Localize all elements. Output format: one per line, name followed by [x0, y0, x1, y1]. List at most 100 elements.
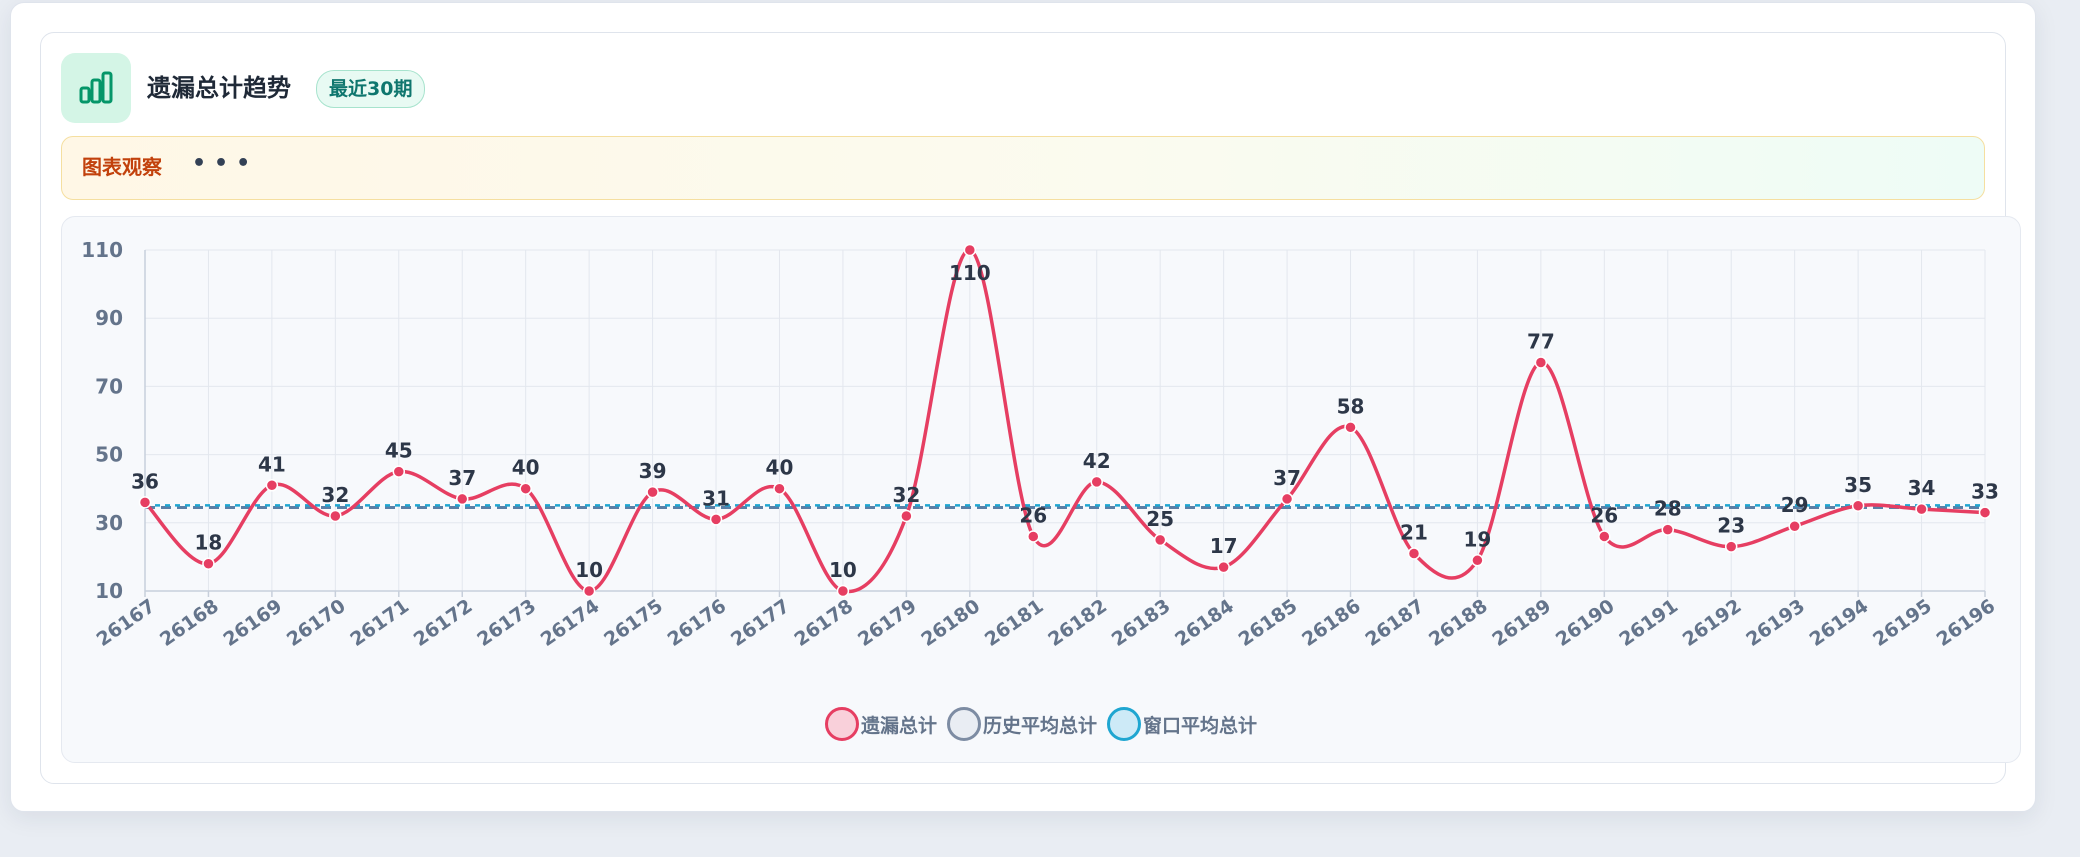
data-label: 110 — [949, 261, 991, 285]
main-series-line — [143, 248, 1986, 594]
data-label: 18 — [195, 531, 223, 555]
line-chart: 1030507090110261672616826169261702617126… — [81, 238, 2000, 651]
data-point — [1851, 499, 1865, 512]
x-tick-label: 26182 — [1044, 595, 1111, 651]
legend-item[interactable]: 窗口平均总计 — [1107, 707, 1257, 741]
x-tick-label: 26187 — [1362, 595, 1429, 651]
x-tick-label: 26181 — [981, 595, 1048, 651]
observation-bar[interactable]: 图表观察 ••• — [61, 136, 1985, 200]
x-tick-label: 26168 — [156, 595, 223, 651]
x-tick-label: 26174 — [537, 595, 604, 651]
x-tick-label: 26193 — [1742, 595, 1809, 651]
data-label: 40 — [512, 456, 540, 480]
x-tick-label: 26179 — [854, 595, 921, 651]
x-tick-label: 26183 — [1108, 595, 1175, 651]
data-label: 25 — [1146, 507, 1174, 531]
chart-card: 遗漏总计趋势 最近30期 图表观察 ••• 10 30 50 70 90 110 26167… — [40, 32, 2021, 784]
data-point — [1724, 540, 1738, 553]
x-tick-label: 26169 — [219, 595, 286, 651]
y-tick-label: 110 — [81, 238, 123, 262]
data-point — [1280, 492, 1294, 506]
data-label: 32 — [892, 483, 920, 507]
data-point — [646, 485, 659, 499]
legend-swatch — [824, 707, 859, 741]
data-label: 41 — [258, 452, 286, 476]
data-label: 32 — [321, 483, 349, 507]
x-tick-label: 26190 — [1552, 595, 1619, 651]
x-tick-label: 26170 — [283, 595, 350, 651]
data-label: 31 — [702, 486, 730, 510]
data-label: 17 — [1210, 534, 1238, 558]
x-tick-label: 26184 — [1171, 595, 1238, 651]
legend-label: 遗漏总计 — [860, 714, 937, 737]
data-label: 10 — [829, 558, 857, 582]
y-tick-label: 70 — [95, 374, 123, 398]
outer-panel: 遗漏总计趋势 最近30期 图表观察 ••• 10 30 50 70 90 110 26167… — [10, 2, 2036, 812]
data-point — [836, 584, 850, 598]
x-tick-label: 26195 — [1869, 595, 1936, 651]
data-label: 36 — [131, 469, 159, 493]
data-point — [582, 584, 596, 598]
legend-label: 历史平均总计 — [982, 714, 1097, 737]
x-tick-label: 26177 — [727, 595, 794, 651]
data-label: 37 — [448, 466, 476, 490]
data-point — [1217, 560, 1230, 574]
data-label: 35 — [1844, 473, 1872, 497]
data-label: 77 — [1527, 330, 1555, 354]
data-point — [455, 492, 469, 506]
data-point — [1534, 356, 1548, 369]
data-point — [709, 513, 723, 526]
data-label: 39 — [639, 459, 667, 483]
data-point — [1090, 475, 1103, 489]
bar-chart-icon — [61, 53, 131, 123]
data-point — [963, 243, 977, 257]
data-point — [1978, 506, 1992, 519]
more-dots-icon[interactable]: ••• — [192, 151, 259, 176]
y-tick-label: 50 — [95, 443, 123, 467]
data-label: 26 — [1590, 503, 1618, 527]
data-label: 10 — [575, 558, 603, 582]
x-tick-label: 26175 — [600, 595, 667, 651]
legend-swatch — [1107, 707, 1141, 741]
data-label: 40 — [766, 456, 794, 480]
x-tick-label: 26191 — [1615, 595, 1682, 651]
y-tick-label: 10 — [95, 579, 123, 603]
data-label: 21 — [1400, 520, 1428, 544]
data-point — [900, 509, 913, 523]
data-point — [773, 482, 786, 495]
y-tick-label: 90 — [95, 306, 123, 330]
legend-item[interactable]: 历史平均总计 — [946, 707, 1097, 741]
data-point — [202, 557, 215, 570]
period-badge: 最近30期 — [316, 70, 426, 108]
legend-label: 窗口平均总计 — [1143, 714, 1258, 737]
x-tick-label: 26167 — [93, 595, 160, 651]
page-title: 遗漏总计趋势 — [147, 74, 291, 102]
data-label: 19 — [1463, 527, 1491, 551]
x-tick-label: 26173 — [473, 595, 540, 651]
data-point — [138, 496, 152, 509]
data-point — [392, 465, 406, 478]
x-tick-label: 26180 — [917, 595, 984, 651]
data-point — [1915, 502, 1928, 516]
data-label: 34 — [1908, 476, 1936, 500]
x-tick-label: 26185 — [1235, 595, 1302, 651]
data-point — [1153, 533, 1167, 547]
data-label: 33 — [1971, 480, 1999, 504]
x-tick-label: 26178 — [790, 595, 857, 651]
legend-item[interactable]: 遗漏总计 — [824, 707, 937, 741]
x-tick-label: 26194 — [1806, 595, 1873, 651]
data-point — [1027, 530, 1040, 543]
data-point — [1598, 530, 1611, 543]
x-tick-label: 26196 — [1933, 595, 2000, 651]
data-point — [1471, 554, 1484, 567]
x-tick-label: 26189 — [1488, 595, 1555, 651]
data-point — [1661, 523, 1675, 536]
data-point — [1344, 421, 1357, 434]
observation-label: 图表观察 — [82, 155, 162, 179]
data-label: 42 — [1083, 449, 1111, 473]
data-label: 37 — [1273, 466, 1301, 490]
chart-legend: 遗漏总计 历史平均总计 窗口平均总计 — [62, 707, 2020, 741]
data-point — [519, 482, 532, 495]
data-point — [265, 479, 279, 492]
legend-swatch — [946, 707, 981, 741]
